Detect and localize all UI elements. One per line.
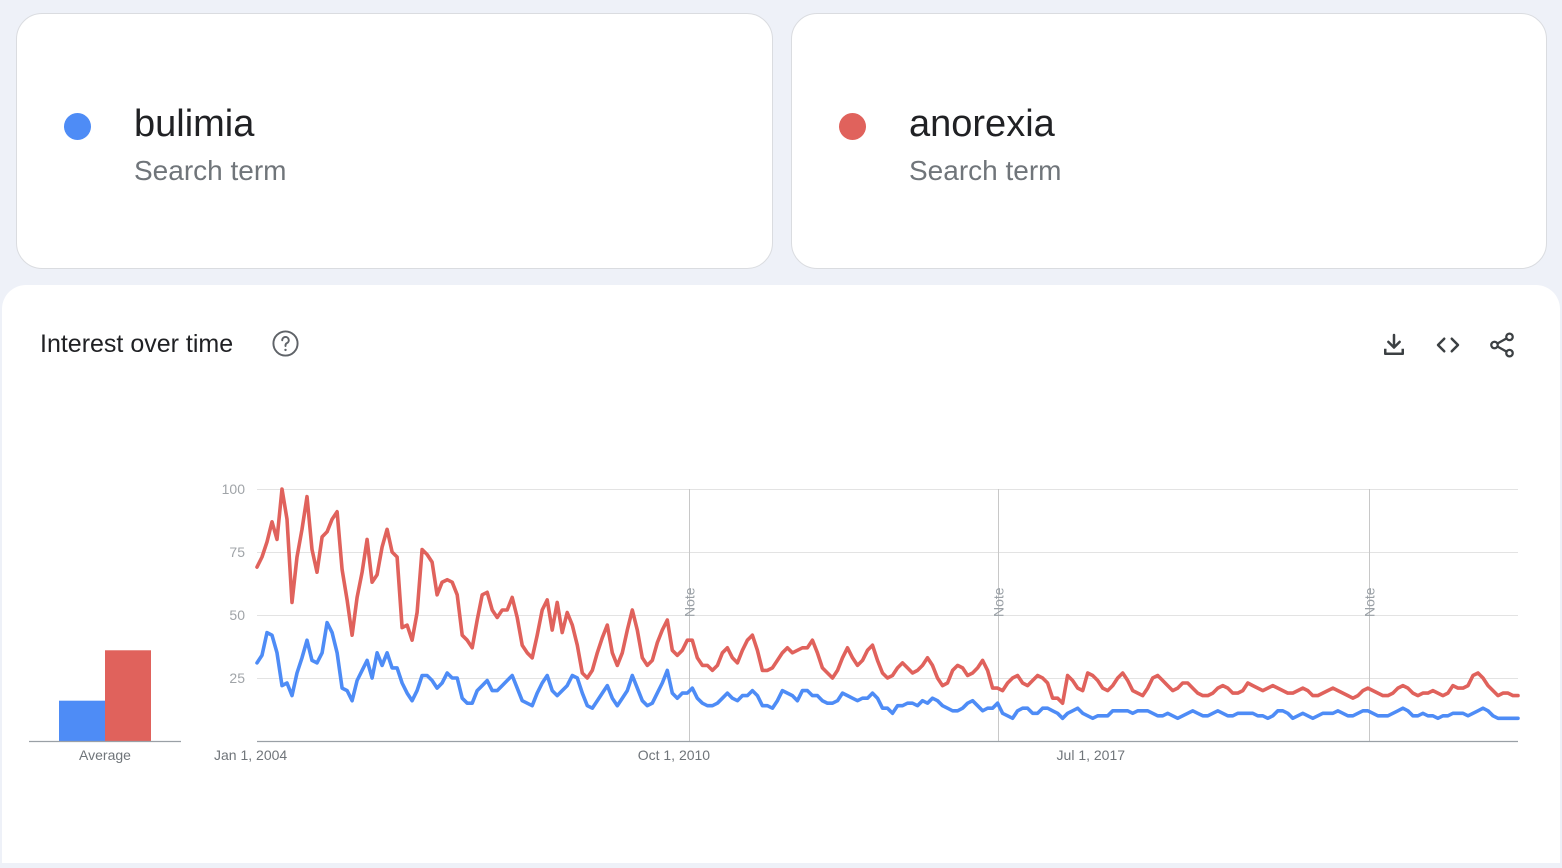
interest-line-chart: 100 75 50 25 Note Note Note Jan 1, 2004 Oct 1, 2…: [214, 481, 1520, 763]
annotation-note-label[interactable]: Note: [1362, 587, 1378, 617]
series-line-bulimia[interactable]: [255, 620, 1520, 721]
y-tick-label: 25: [229, 670, 245, 686]
y-tick-label: 75: [229, 544, 245, 560]
panel-title: Interest over time: [40, 330, 234, 358]
average-tick-label: Average: [79, 747, 131, 763]
series-color-dot: [839, 113, 866, 140]
search-term-card-bulimia[interactable]: bulimia Search term: [16, 13, 773, 269]
x-tick-label: Jan 1, 2004: [214, 747, 287, 763]
x-tick-label: Jul 1, 2017: [1057, 747, 1126, 763]
search-term-card-anorexia[interactable]: anorexia Search term: [791, 13, 1547, 269]
average-bar-bulimia: [59, 700, 105, 741]
share-icon[interactable]: [1487, 330, 1517, 360]
help-circle-icon[interactable]: [271, 329, 300, 358]
search-term-type: Search term: [909, 155, 1062, 186]
series-line-anorexia[interactable]: [255, 487, 1520, 706]
annotation-note-label[interactable]: Note: [991, 587, 1007, 617]
y-tick-label: 50: [229, 607, 245, 623]
download-icon[interactable]: [1379, 330, 1409, 360]
series-color-dot: [64, 113, 91, 140]
search-term-name: anorexia: [909, 103, 1055, 145]
code-icon[interactable]: [1433, 330, 1463, 360]
average-bar-anorexia: [105, 650, 151, 741]
x-tick-label: Oct 1, 2010: [638, 747, 711, 763]
average-bar-chart: Average: [29, 650, 181, 763]
annotation-note-label[interactable]: Note: [682, 587, 698, 617]
search-term-type: Search term: [134, 155, 287, 186]
interest-over-time-panel: Interest over time Average 100 75 50 25 Note…: [2, 285, 1560, 863]
search-term-name: bulimia: [134, 103, 255, 145]
y-tick-label: 100: [222, 481, 246, 497]
